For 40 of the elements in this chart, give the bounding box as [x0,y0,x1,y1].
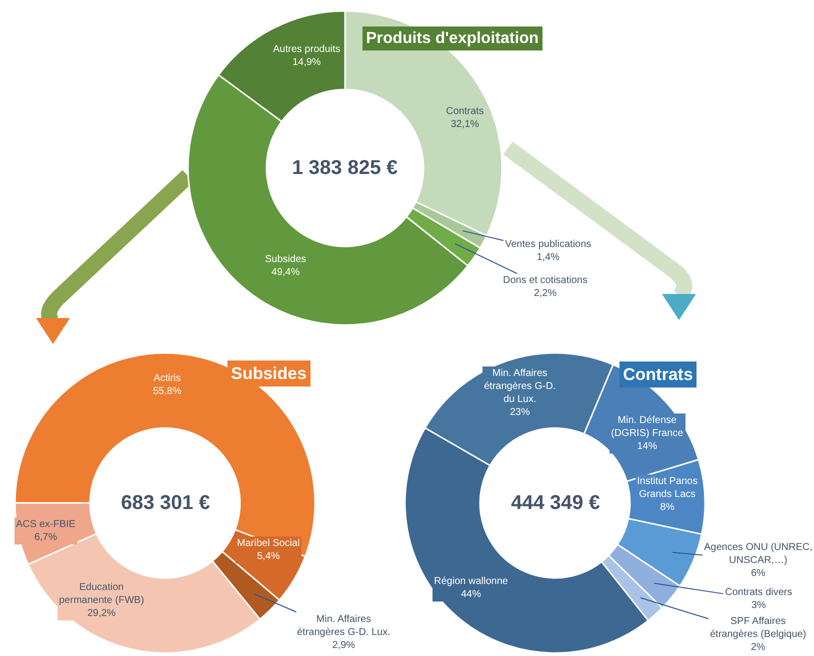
data-label: 2,9% [332,640,356,651]
slice-label: Maribel Social [237,538,300,549]
slice-label: Contrats [446,106,484,117]
data-label: 2% [750,642,766,653]
text: Subsides [231,364,307,383]
data-label: 44% [460,589,482,600]
slice-label: Min. Affaires étrangères G-D. Lux. [297,614,390,638]
text: Contrats [623,365,693,384]
slice-label: SPF Affaires étrangères (Belgique) [710,616,806,640]
data-label: 14% [637,441,658,452]
data-label: 23% [510,407,530,418]
text: Produits d'exploitation [366,30,539,47]
slice-label: Ventes publications [505,239,592,250]
data-label: 32,1% [450,119,480,130]
data-label: 6,7% [34,532,58,543]
slice-label: Région wallonne [434,576,508,587]
data-label: 3% [751,600,766,611]
data-label: 49,4% [271,267,300,278]
text: 444 349 € [511,492,600,514]
slice-label: Contrats divers [725,587,792,598]
text: 1 383 825 € [292,157,398,179]
slice-label: Actiris [154,373,181,384]
data-label: 29,2% [87,608,116,619]
slice-label: Autres produits [273,44,340,55]
data-label: 6% [750,568,766,579]
slice-label: ACS ex-FBIE [16,519,76,530]
slice-label: Subsides [265,254,306,265]
slice-label: Education permanente (FWB) [59,582,144,606]
data-label: 2,2% [534,288,557,299]
slice-label: Institut Panos Grands Lacs [637,476,698,500]
slice-label: Min. Défense (DGRIS) France [611,415,684,439]
slice-label: Min. Affaires étrangères G-D. du Lux. [484,368,556,405]
text: 683 301 € [121,492,210,514]
data-label: 8% [660,502,675,513]
data-label: 55,8% [153,386,182,397]
slice-label: Agences ONU (UNREC, UNSCAR,…) [704,542,812,566]
data-label: 5,4% [257,551,280,562]
data-label: 1,4% [536,252,560,263]
data-label: 14,9% [292,57,321,68]
slice-label: Dons et cotisations [503,275,588,286]
